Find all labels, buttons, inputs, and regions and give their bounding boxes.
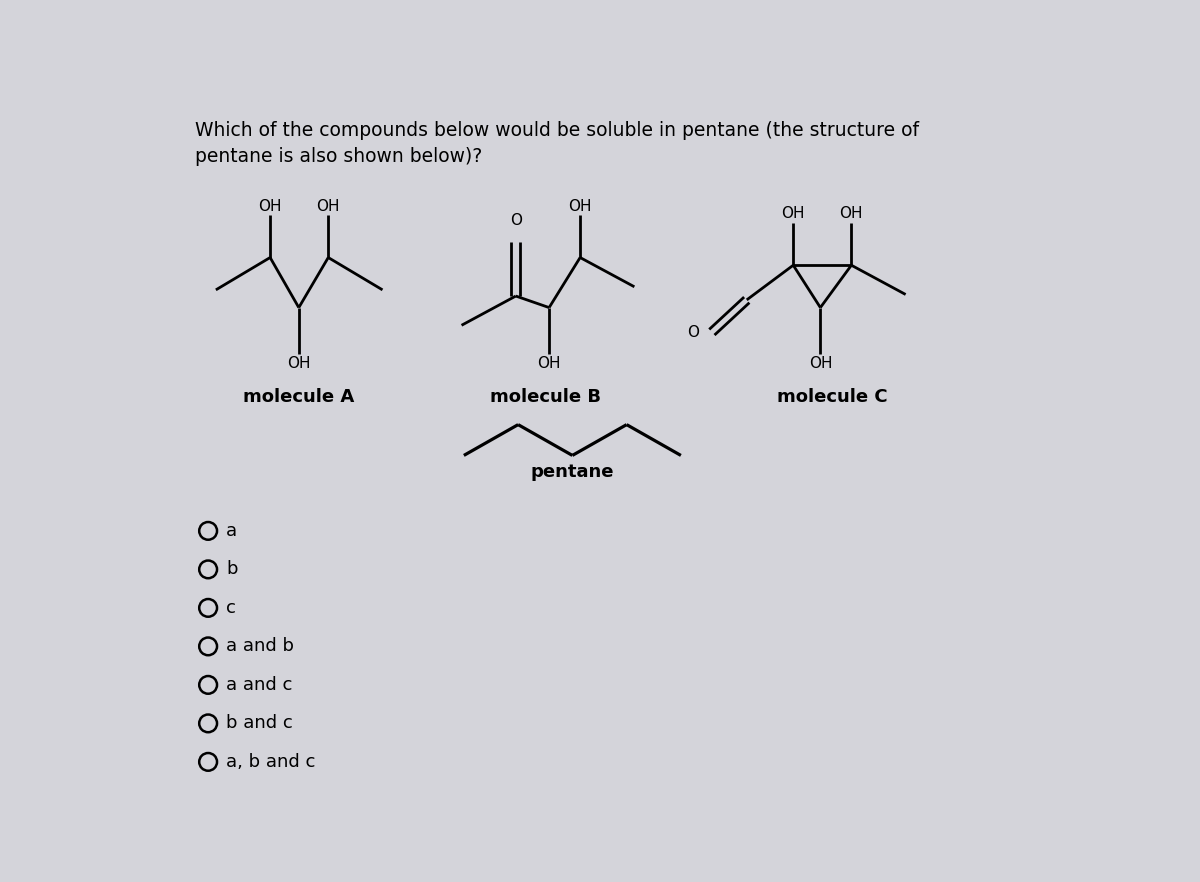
Text: OH: OH xyxy=(809,356,832,371)
Text: a, b and c: a, b and c xyxy=(226,753,316,771)
Text: OH: OH xyxy=(538,356,560,371)
Text: O: O xyxy=(510,213,522,228)
Text: a and c: a and c xyxy=(226,676,293,694)
Text: OH: OH xyxy=(287,356,311,371)
Text: OH: OH xyxy=(781,206,805,221)
Text: c: c xyxy=(226,599,236,617)
Text: a: a xyxy=(226,522,238,540)
Text: O: O xyxy=(688,325,700,340)
Text: pentane is also shown below)?: pentane is also shown below)? xyxy=(194,147,482,167)
Text: molecule A: molecule A xyxy=(244,388,354,407)
Text: OH: OH xyxy=(569,198,592,213)
Text: pentane: pentane xyxy=(530,463,614,481)
Text: OH: OH xyxy=(317,198,340,213)
Text: OH: OH xyxy=(258,198,282,213)
Text: a and b: a and b xyxy=(226,638,294,655)
Text: molecule B: molecule B xyxy=(490,388,601,407)
Text: b: b xyxy=(226,560,238,579)
Text: b and c: b and c xyxy=(226,714,293,732)
Text: molecule C: molecule C xyxy=(776,388,887,407)
Text: OH: OH xyxy=(840,206,863,221)
Text: Which of the compounds below would be soluble in pentane (the structure of: Which of the compounds below would be so… xyxy=(194,121,919,140)
